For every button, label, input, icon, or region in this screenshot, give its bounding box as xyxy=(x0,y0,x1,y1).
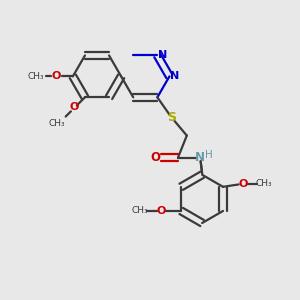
Text: O: O xyxy=(51,71,60,81)
Text: CH₃: CH₃ xyxy=(28,72,44,81)
Text: N: N xyxy=(170,71,179,81)
Text: N: N xyxy=(195,151,205,164)
Text: O: O xyxy=(150,151,160,164)
Text: CH₃: CH₃ xyxy=(131,206,148,215)
Text: O: O xyxy=(238,179,248,189)
Text: O: O xyxy=(157,206,166,216)
Text: H: H xyxy=(205,150,212,160)
Text: O: O xyxy=(69,102,79,112)
Text: CH₃: CH₃ xyxy=(256,179,273,188)
Text: CH₃: CH₃ xyxy=(49,119,65,128)
Text: S: S xyxy=(168,111,177,124)
Text: N: N xyxy=(158,50,167,61)
